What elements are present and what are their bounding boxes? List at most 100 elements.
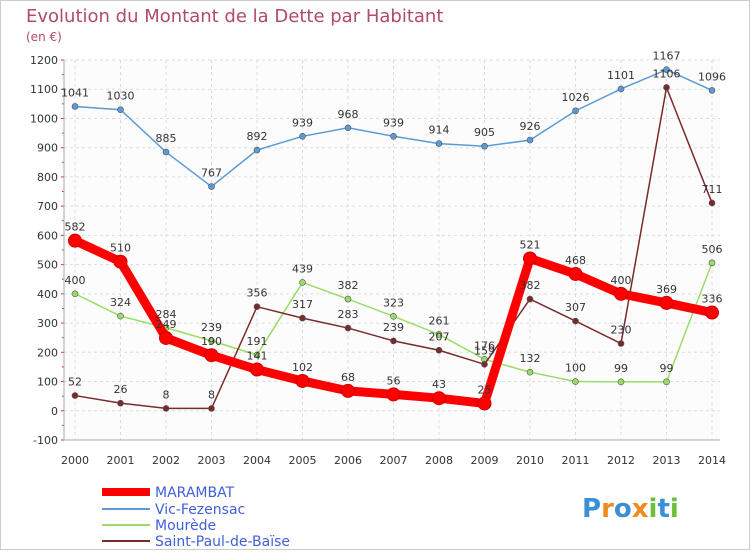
data-label-mour-de: 100: [565, 362, 586, 375]
data-point-vic-fezensac: [572, 107, 579, 115]
data-label-vic-fezensac: 939: [383, 116, 404, 129]
data-label-mour-de: 239: [201, 321, 222, 334]
x-tick-label: 2004: [243, 454, 271, 467]
data-label-mour-de: 400: [65, 274, 86, 287]
data-point-mour-de: [344, 295, 352, 303]
x-tick-label: 2009: [471, 454, 499, 467]
data-label-marambat: 521: [520, 238, 541, 251]
data-point-saint-paul-de-ba-se: [117, 399, 124, 407]
legend-label-saint-paul-de-ba-se: Saint-Paul-de-Baïse: [155, 534, 290, 550]
y-tick-label: 900: [37, 142, 58, 155]
data-label-saint-paul-de-ba-se: 356: [247, 287, 268, 300]
data-point-marambat: [68, 233, 82, 248]
data-point-mour-de: [663, 378, 670, 386]
data-label-marambat: 68: [341, 371, 355, 384]
data-label-saint-paul-de-ba-se: 711: [702, 183, 723, 196]
data-point-marambat: [477, 396, 492, 411]
data-label-mour-de: 176: [474, 339, 495, 352]
data-label-mour-de: 132: [520, 352, 541, 365]
data-point-mour-de: [435, 331, 443, 338]
data-point-vic-fezensac: [708, 87, 716, 94]
data-point-vic-fezensac: [71, 103, 79, 110]
data-point-saint-paul-de-ba-se: [526, 295, 534, 303]
data-point-vic-fezensac: [344, 124, 352, 132]
data-label-vic-fezensac: 1167: [653, 50, 681, 63]
data-label-saint-paul-de-ba-se: 283: [338, 308, 359, 321]
y-tick-label: 1000: [30, 112, 58, 125]
data-point-vic-fezensac: [253, 146, 261, 154]
data-label-mour-de: 191: [247, 335, 268, 348]
data-label-marambat: 141: [247, 350, 268, 363]
data-label-marambat: 249: [156, 318, 177, 331]
x-tick-label: 2006: [334, 454, 362, 467]
data-label-saint-paul-de-ba-se: 207: [429, 330, 450, 343]
x-tick-label: 2000: [61, 454, 89, 467]
data-point-marambat: [386, 387, 401, 402]
y-tick-label: 1100: [30, 83, 58, 96]
data-point-mour-de: [71, 290, 79, 298]
data-label-vic-fezensac: 885: [156, 132, 177, 145]
data-label-mour-de: 506: [702, 243, 723, 256]
data-point-saint-paul-de-ba-se: [663, 84, 670, 91]
series-layer: [68, 66, 719, 412]
legend-label-mour-de: Mourède: [155, 518, 216, 534]
data-point-saint-paul-de-ba-se: [299, 314, 306, 322]
data-point-marambat: [659, 295, 674, 310]
data-label-saint-paul-de-ba-se: 1106: [653, 67, 681, 80]
data-label-vic-fezensac: 1101: [607, 69, 635, 82]
y-tick-label: 700: [37, 200, 58, 213]
x-tick-label: 2007: [380, 454, 408, 467]
data-label-vic-fezensac: 1026: [562, 91, 590, 104]
x-tick-label: 2008: [425, 454, 453, 467]
x-tick-label: 2001: [107, 454, 135, 467]
x-tick-label: 2014: [698, 454, 726, 467]
series-saint-paul-de-ba-se: [71, 84, 716, 412]
series-vic-fezensac: [71, 66, 716, 190]
data-label-saint-paul-de-ba-se: 52: [68, 376, 82, 389]
data-label-marambat: 510: [110, 242, 131, 255]
data-label-mour-de: 99: [660, 362, 674, 375]
data-point-vic-fezensac: [162, 148, 170, 156]
data-label-vic-fezensac: 905: [474, 126, 495, 139]
data-label-marambat: 582: [65, 221, 86, 234]
data-point-mour-de: [617, 378, 625, 386]
data-label-vic-fezensac: 892: [247, 130, 268, 143]
data-point-marambat: [568, 266, 583, 281]
data-label-marambat: 468: [565, 254, 586, 267]
data-label-layer: 1041 1030 885 767 892 939 968 939 914 905 926 1026 1…: [61, 50, 726, 402]
data-point-saint-paul-de-ba-se: [481, 360, 488, 368]
plot-background: [64, 60, 720, 440]
data-label-saint-paul-de-ba-se: 317: [292, 298, 313, 311]
data-label-mour-de: 323: [383, 296, 404, 309]
data-label-saint-paul-de-ba-se: 307: [565, 301, 586, 314]
data-point-marambat: [159, 330, 173, 345]
x-tick-label: 2011: [562, 454, 590, 467]
data-point-mour-de: [299, 279, 306, 286]
data-point-mour-de: [117, 312, 124, 320]
data-label-vic-fezensac: 926: [520, 120, 541, 133]
data-point-marambat: [341, 383, 355, 398]
data-label-marambat: 25: [478, 383, 492, 396]
data-label-saint-paul-de-ba-se: 382: [520, 279, 541, 292]
data-point-saint-paul-de-ba-se: [344, 324, 352, 332]
data-label-mour-de: 284: [156, 308, 177, 321]
data-label-vic-fezensac: 1030: [107, 90, 135, 103]
data-point-vic-fezensac: [617, 85, 625, 93]
data-label-saint-paul-de-ba-se: 159: [474, 344, 495, 357]
y-tick-label: 800: [37, 171, 58, 184]
series-marambat: [68, 233, 719, 411]
logo-text: Proxiti: [582, 494, 679, 524]
data-point-vic-fezensac: [481, 142, 488, 150]
data-label-vic-fezensac: 767: [201, 167, 222, 180]
chart-title: Evolution du Montant de la Dette par Hab…: [26, 6, 443, 27]
data-point-marambat: [250, 362, 264, 377]
data-point-saint-paul-de-ba-se: [71, 392, 79, 399]
y-tick-label: 500: [37, 259, 58, 272]
data-point-saint-paul-de-ba-se: [208, 405, 215, 412]
data-label-marambat: 43: [432, 378, 446, 391]
data-point-marambat: [204, 348, 219, 363]
data-point-mour-de: [526, 368, 534, 376]
data-point-saint-paul-de-ba-se: [390, 337, 397, 345]
